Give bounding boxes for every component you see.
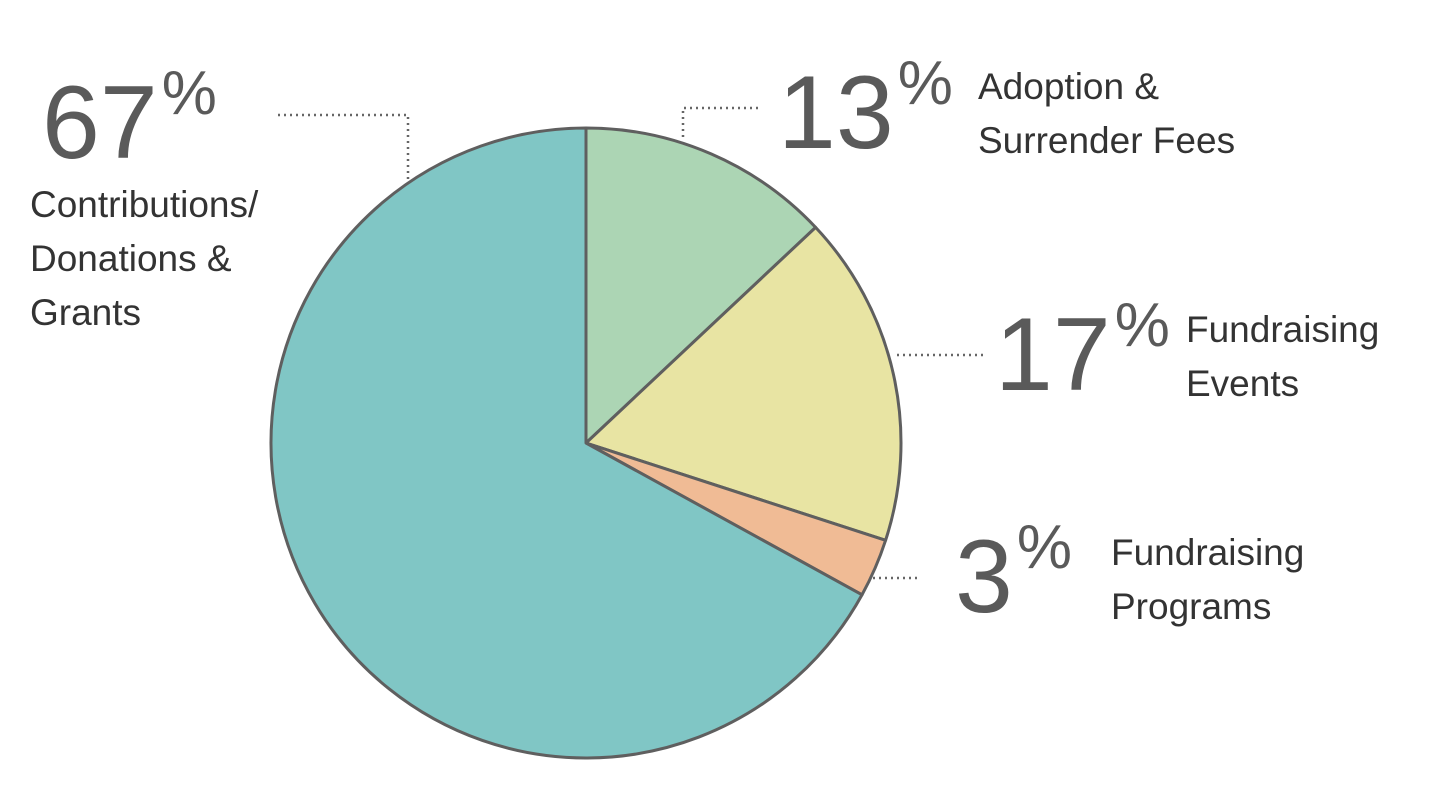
pie-slice xyxy=(269,126,864,760)
category-line: Events xyxy=(1186,363,1299,404)
value-unit: % xyxy=(1115,291,1170,360)
category-line: Adoption & xyxy=(978,66,1159,107)
category-line: Fundraising xyxy=(1111,532,1304,573)
leader-line xyxy=(681,106,760,137)
value-label: 3% xyxy=(955,513,1072,635)
value-label: 17% xyxy=(995,291,1170,413)
value-unit: % xyxy=(1017,513,1072,582)
pie xyxy=(269,126,903,760)
category-line: Donations & xyxy=(30,238,232,279)
category-label: Fundraising Programs xyxy=(1111,532,1304,627)
category-line: Fundraising xyxy=(1186,309,1379,350)
pie-slice xyxy=(584,126,818,445)
value-label: 67% xyxy=(42,59,217,181)
value-number: 13 xyxy=(778,55,894,171)
value-label: 13% xyxy=(778,49,953,171)
value-unit: % xyxy=(162,59,217,128)
leader-line xyxy=(278,113,410,275)
category-label: Contributions/Donations & Grants xyxy=(30,184,259,333)
category-line: Contributions/ xyxy=(30,184,259,225)
value-number: 67 xyxy=(42,65,158,181)
category-line: Programs xyxy=(1111,586,1271,627)
category-label: Fundraising Events xyxy=(1186,309,1379,404)
category-line: Surrender Fees xyxy=(978,120,1235,161)
value-number: 17 xyxy=(995,297,1111,413)
category-line: Grants xyxy=(30,292,141,333)
pie-slice xyxy=(584,225,903,542)
value-number: 3 xyxy=(955,519,1013,635)
category-label: Adoption & Surrender Fees xyxy=(978,66,1235,161)
value-unit: % xyxy=(898,49,953,118)
